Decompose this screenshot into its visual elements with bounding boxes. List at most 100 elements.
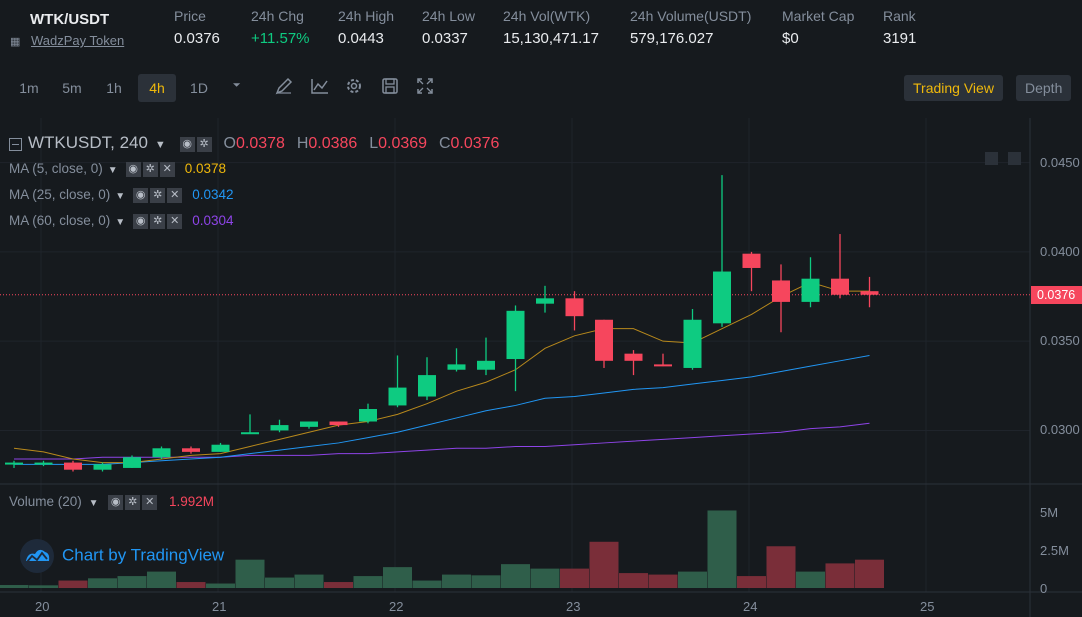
stat-value: 3191 <box>883 30 917 47</box>
high-label: H <box>296 135 309 152</box>
volume-caret-icon[interactable]: ▼ <box>88 498 99 509</box>
timeframe-4h[interactable]: 4h <box>138 74 176 102</box>
ma-label[interactable]: MA (25, close, 0) <box>9 187 111 202</box>
ma-caret-icon[interactable]: ▼ <box>115 191 126 202</box>
gear-icon[interactable]: ✲ <box>150 187 166 203</box>
volume-bar <box>29 585 58 588</box>
line-chart-icon[interactable] <box>310 76 330 96</box>
gear-icon[interactable]: ✲ <box>125 494 141 510</box>
volume-bar <box>855 559 884 588</box>
scale-toggle-icon[interactable] <box>1008 152 1021 165</box>
time-axis-label: 24 <box>743 599 758 614</box>
stat-0: Price 0.0376 <box>174 8 220 47</box>
price-axis-label: 0.0400 <box>1040 243 1080 259</box>
gear-icon[interactable]: ✲ <box>196 136 212 152</box>
stat-4: 24h Vol(WTK) 15,130,471.17 <box>503 8 599 47</box>
timeframe-1D[interactable]: 1D <box>190 80 208 96</box>
volume-bar <box>825 563 855 588</box>
stat-1: 24h Chg +11.57% <box>251 8 310 47</box>
price-axis-label: 0.0350 <box>1040 333 1080 349</box>
volume-bar <box>235 559 265 588</box>
stat-label: 24h Low <box>422 8 475 24</box>
candle-body <box>536 298 554 304</box>
stat-value: 0.0443 <box>338 30 384 47</box>
low-value: 0.0369 <box>378 135 428 152</box>
symbol-label[interactable]: WTKUSDT, 240 <box>28 133 148 152</box>
candle-body <box>64 462 82 470</box>
volume-value: 1.992M <box>169 494 215 509</box>
close-icon[interactable]: ✕ <box>167 213 183 229</box>
ohlc-legend: WTKUSDT, 240 ▼ ◉ ✲ O0.0378 H0.0386 L0.036… <box>9 133 499 153</box>
gear-icon[interactable]: ✲ <box>142 161 158 177</box>
high-value: 0.0386 <box>308 135 358 152</box>
volume-bar <box>707 510 737 588</box>
symbol-caret-icon[interactable]: ▼ <box>154 139 166 151</box>
eye-icon[interactable]: ◉ <box>133 213 149 229</box>
stat-value: 579,176.027 <box>630 30 714 47</box>
candle-body <box>742 253 761 268</box>
timeframe-5m[interactable]: 5m <box>62 80 82 96</box>
timeframe-1m[interactable]: 1m <box>19 80 39 96</box>
volume-bar <box>442 574 471 588</box>
candle-body <box>359 409 377 422</box>
price-axis-label: 0.0450 <box>1040 154 1080 170</box>
scale-toggle-icon[interactable] <box>985 152 998 165</box>
timeframe-1h[interactable]: 1h <box>106 80 122 96</box>
tradingview-brand[interactable]: Chart by TradingView <box>20 539 224 573</box>
view-trading-view[interactable]: Trading View <box>904 75 1003 101</box>
chart-toolbar: 1m 5m 1h 4h 1D Trading View Depth <box>0 70 1082 104</box>
ma-value: 0.0342 <box>192 187 234 202</box>
candle-body <box>34 462 53 465</box>
token-name-link[interactable]: WadzPay Token <box>31 33 125 48</box>
gear-icon[interactable] <box>344 76 364 96</box>
chart-area[interactable]: WTKUSDT, 240 ▼ ◉ ✲ O0.0378 H0.0386 L0.036… <box>0 118 1082 617</box>
gear-icon[interactable]: ✲ <box>150 213 166 229</box>
ma-label[interactable]: MA (5, close, 0) <box>9 161 103 176</box>
volume-bar <box>589 541 619 588</box>
ticker-header: WTK/USDT ▦ WadzPay Token Price 0.0376 24h … <box>0 0 1082 62</box>
volume-label[interactable]: Volume (20) <box>9 494 82 509</box>
volume-bar <box>147 571 176 588</box>
open-label: O <box>223 135 236 152</box>
stat-label: Price <box>174 8 206 24</box>
candlestick-chart[interactable] <box>0 118 1082 617</box>
ma-caret-icon[interactable]: ▼ <box>115 217 126 228</box>
volume-bar <box>766 546 796 588</box>
pair-name: WTK/USDT <box>30 11 110 28</box>
close-icon[interactable]: ✕ <box>142 494 158 510</box>
close-icon[interactable]: ✕ <box>167 187 183 203</box>
time-axis-label: 20 <box>35 599 50 614</box>
volume-bar <box>117 576 147 588</box>
candle-body <box>801 278 820 302</box>
candle-body <box>683 319 702 368</box>
pencil-icon[interactable] <box>274 76 294 96</box>
candle-body <box>241 432 259 435</box>
eye-icon[interactable]: ◉ <box>125 161 141 177</box>
collapse-icon[interactable] <box>9 137 22 151</box>
ma-label[interactable]: MA (60, close, 0) <box>9 213 111 228</box>
save-icon[interactable] <box>380 76 400 96</box>
stat-label: Market Cap <box>782 8 855 24</box>
eye-icon[interactable]: ◉ <box>108 494 124 510</box>
eye-icon[interactable]: ◉ <box>179 136 195 152</box>
stat-label: 24h High <box>338 8 395 24</box>
candle-body <box>624 353 643 361</box>
volume-bar <box>0 585 29 588</box>
close-icon[interactable]: ✕ <box>159 161 175 177</box>
view-depth[interactable]: Depth <box>1016 75 1072 101</box>
volume-bar <box>412 580 442 588</box>
volume-bar <box>796 571 825 588</box>
volume-bar <box>176 582 206 588</box>
expand-icon[interactable] <box>415 76 435 96</box>
volume-axis-label: 0 <box>1040 581 1048 596</box>
candle-body <box>329 421 348 426</box>
volume-bar <box>294 574 324 588</box>
ma-caret-icon[interactable]: ▼ <box>107 165 118 176</box>
stat-7: Rank 3191 <box>883 8 916 47</box>
ma-row-0: MA (5, close, 0) ▼ ◉ ✲ ✕ 0.0378 <box>9 161 226 177</box>
caret-down-icon[interactable] <box>227 76 247 96</box>
eye-icon[interactable]: ◉ <box>133 187 149 203</box>
stat-label: 24h Volume(USDT) <box>630 8 752 24</box>
candle-body <box>595 319 613 361</box>
volume-bar <box>619 573 648 588</box>
